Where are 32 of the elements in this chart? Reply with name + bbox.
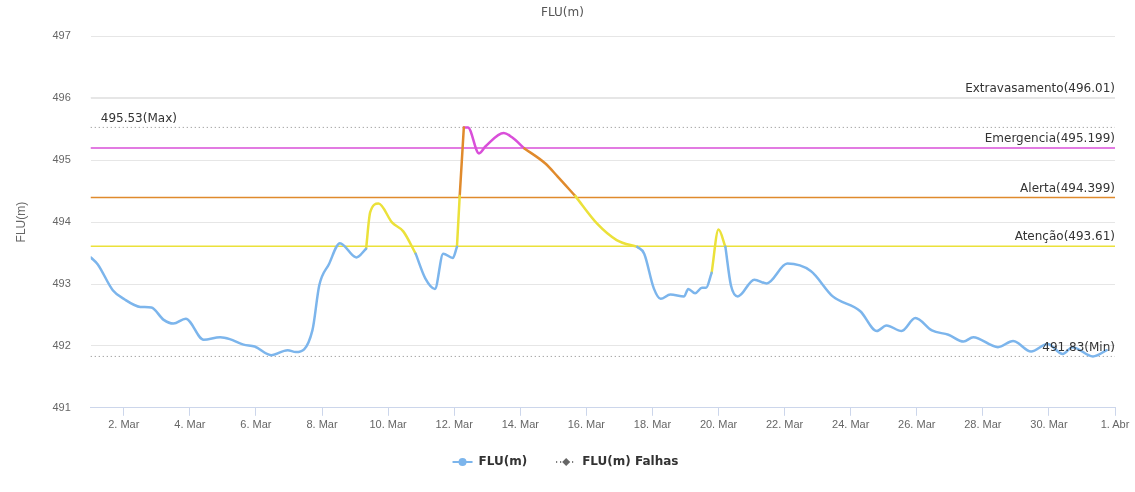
x-tick-label: 26. Mar bbox=[898, 418, 936, 431]
x-tick-label: 2. Mar bbox=[108, 418, 140, 431]
y-tick-label: 493 bbox=[52, 277, 71, 290]
ref-line-label: Atenção(493.61) bbox=[1014, 229, 1115, 244]
y-tick-label: 495 bbox=[52, 153, 71, 166]
ref-line-label: Emergencia(495.199) bbox=[984, 131, 1115, 146]
x-tick-label: 4. Mar bbox=[174, 418, 206, 431]
x-tick-label: 12. Mar bbox=[435, 418, 474, 431]
x-tick-label: 10. Mar bbox=[369, 418, 408, 431]
y-axis-title: FLU(m) bbox=[13, 201, 28, 243]
chart-title: FLU(m) bbox=[541, 5, 584, 20]
y-tick-label: 494 bbox=[52, 215, 71, 228]
x-tick-label: 8. Mar bbox=[306, 418, 338, 431]
x-tick-label: 1. Abr bbox=[1100, 418, 1130, 431]
x-tick-label: 24. Mar bbox=[832, 418, 870, 431]
legend-label: FLU(m) Falhas bbox=[582, 454, 679, 469]
y-tick-label: 492 bbox=[52, 338, 71, 351]
x-tick-label: 18. Mar bbox=[633, 418, 672, 431]
y-tick-label: 491 bbox=[52, 400, 71, 413]
ref-line-label: Alerta(494.399) bbox=[1020, 180, 1115, 195]
legend-label: FLU(m) bbox=[478, 454, 528, 469]
x-tick-label: 28. Mar bbox=[964, 418, 1002, 431]
x-tick-label: 30. Mar bbox=[1030, 418, 1068, 431]
x-tick-label: 6. Mar bbox=[240, 418, 272, 431]
x-tick-label: 14. Mar bbox=[501, 418, 540, 431]
x-tick-label: 16. Mar bbox=[567, 418, 606, 431]
x-tick-label: 22. Mar bbox=[765, 418, 804, 431]
y-tick-label: 497 bbox=[52, 29, 71, 42]
ref-line-label: 495.53(Max) bbox=[100, 110, 177, 125]
x-tick-label: 20. Mar bbox=[699, 418, 738, 431]
ref-line-label: Extravasamento(496.01) bbox=[965, 80, 1115, 95]
y-tick-label: 496 bbox=[52, 91, 71, 104]
